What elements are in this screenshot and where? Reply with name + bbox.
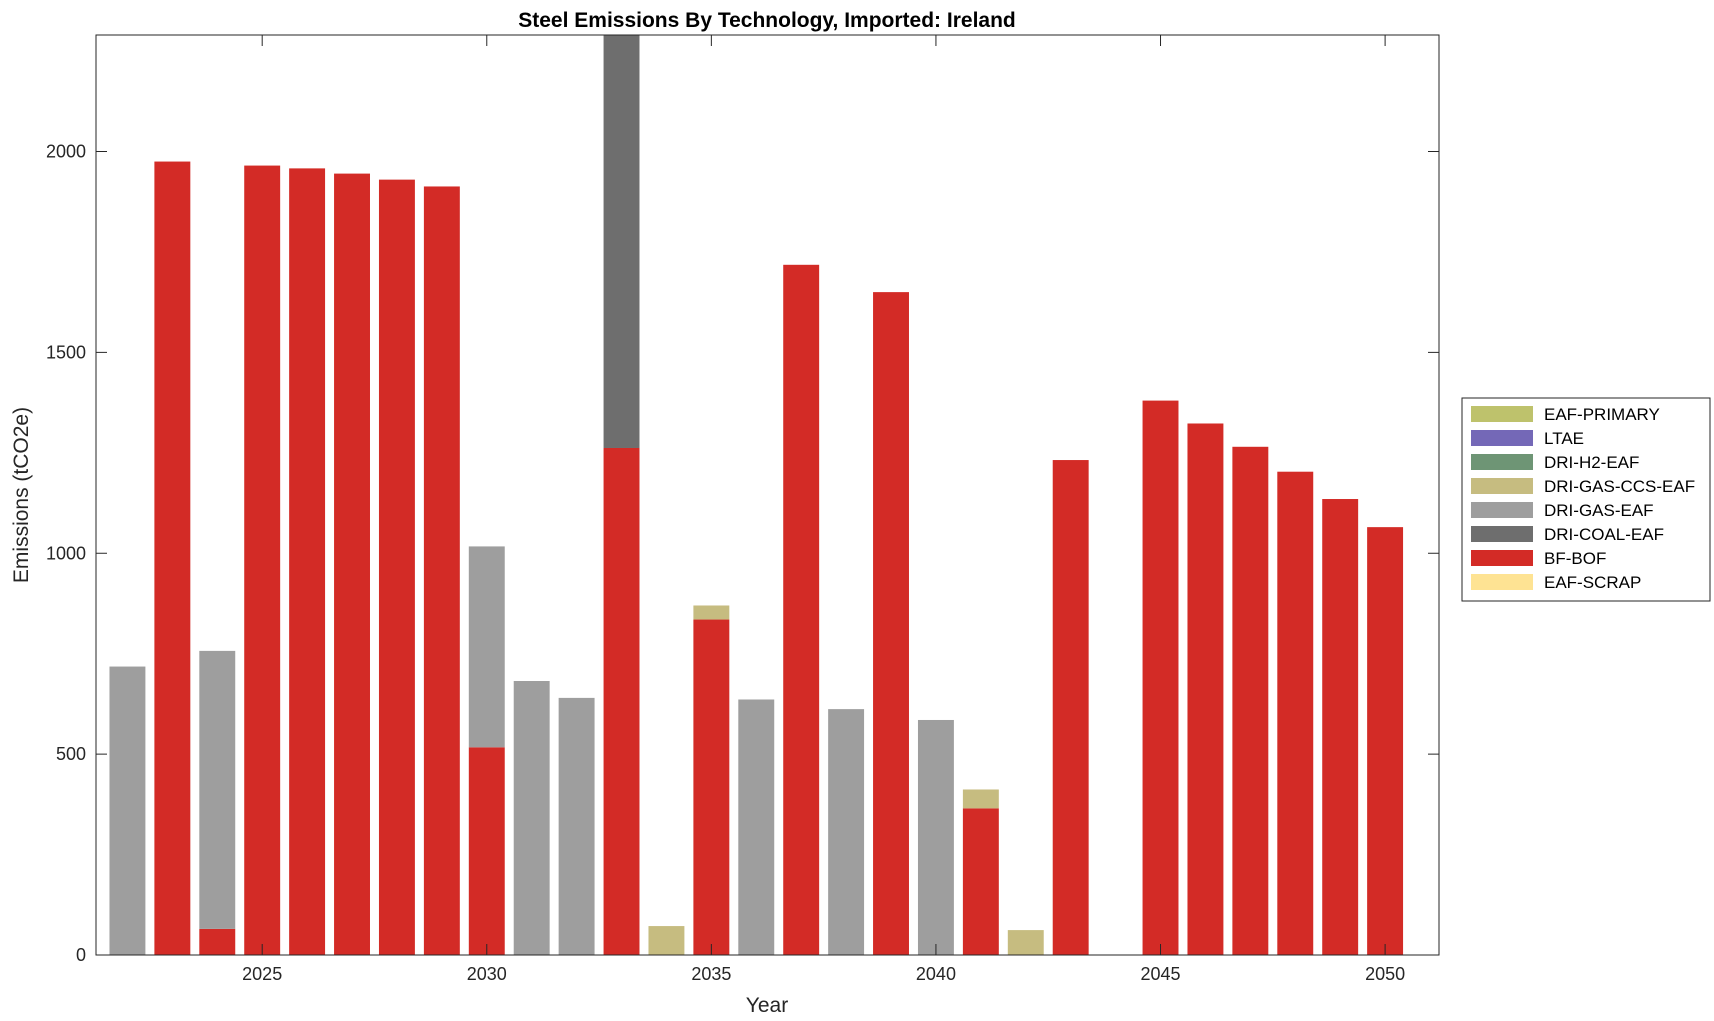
y-axis-title: Emissions (tCO2e) bbox=[10, 407, 33, 583]
x-tick-label: 2050 bbox=[1365, 964, 1405, 984]
bar-bf-bof-2046 bbox=[1187, 423, 1224, 955]
bar-bf-bof-2048 bbox=[1277, 471, 1314, 955]
legend-label-bf-bof: BF-BOF bbox=[1544, 549, 1606, 568]
x-tick-label: 2040 bbox=[916, 964, 956, 984]
bar-bf-bof-2023 bbox=[154, 161, 191, 955]
bar-bf-bof-2024 bbox=[199, 928, 236, 955]
legend-swatch-dri-coal-eaf bbox=[1471, 526, 1533, 542]
axes-layer: 2025 2030 2035 2040 2045 2050 0 500 1000 1500 2000 bbox=[46, 35, 1439, 984]
bar-dri-gas-eaf-2031 bbox=[513, 681, 550, 955]
bar-bf-bof-2043 bbox=[1052, 460, 1089, 955]
legend-label-dri-h2-eaf: DRI-H2-EAF bbox=[1544, 453, 1639, 472]
chart-title: Steel Emissions By Technology, Imported:… bbox=[518, 9, 1016, 32]
bar-dri-gas-eaf-2024 bbox=[199, 650, 236, 929]
bar-bf-bof-2026 bbox=[289, 168, 326, 955]
x-tick-label: 2035 bbox=[691, 964, 731, 984]
bars-layer bbox=[109, 35, 1404, 955]
legend-swatch-dri-gas-eaf bbox=[1471, 502, 1533, 518]
bar-dri-coal-eaf-2033 bbox=[603, 35, 640, 448]
legend-swatch-eaf-scrap bbox=[1471, 574, 1533, 590]
bar-bf-bof-2047 bbox=[1232, 446, 1269, 955]
x-tick-label: 2045 bbox=[1140, 964, 1180, 984]
bar-dri-gas-eaf-2030 bbox=[468, 546, 505, 748]
bar-dri-gas-eaf-2036 bbox=[738, 699, 775, 955]
bar-bf-bof-2041 bbox=[962, 808, 999, 955]
legend-box bbox=[1461, 397, 1711, 602]
bar-bf-bof-2025 bbox=[244, 165, 281, 955]
legend-label-dri-coal-eaf: DRI-COAL-EAF bbox=[1544, 525, 1664, 544]
x-tick-label: 2030 bbox=[467, 964, 507, 984]
plot-box bbox=[95, 34, 1440, 956]
y-tick-label: 1500 bbox=[46, 342, 86, 362]
bar-dri-gas-ccs-eaf-2034 bbox=[648, 926, 685, 955]
bar-bf-bof-2033 bbox=[603, 448, 640, 955]
bar-dri-gas-eaf-2040 bbox=[917, 719, 954, 955]
legend-swatch-dri-gas-ccs-eaf bbox=[1471, 478, 1533, 494]
bar-dri-gas-eaf-2022 bbox=[109, 666, 146, 955]
legend-label-dri-gas-eaf: DRI-GAS-EAF bbox=[1544, 501, 1654, 520]
y-tick-label: 500 bbox=[56, 744, 86, 764]
y-tick-label: 1000 bbox=[46, 543, 86, 563]
bar-dri-gas-ccs-eaf-2041 bbox=[962, 789, 999, 809]
y-tick-label: 0 bbox=[76, 945, 86, 965]
legend-label-dri-gas-ccs-eaf: DRI-GAS-CCS-EAF bbox=[1544, 477, 1695, 496]
bar-bf-bof-2027 bbox=[334, 173, 370, 955]
bar-bf-bof-2039 bbox=[873, 292, 909, 955]
legend-swatch-eaf-primary bbox=[1471, 406, 1533, 422]
legend-label-eaf-scrap: EAF-SCRAP bbox=[1544, 573, 1641, 592]
bar-bf-bof-2050 bbox=[1367, 527, 1404, 955]
bar-bf-bof-2030 bbox=[468, 747, 505, 955]
bar-bf-bof-2028 bbox=[378, 179, 415, 955]
bar-dri-gas-ccs-eaf-2042 bbox=[1007, 930, 1044, 955]
legend-label-ltae: LTAE bbox=[1544, 429, 1584, 448]
bar-dri-gas-eaf-2032 bbox=[558, 697, 595, 955]
x-axis-title: Year bbox=[746, 994, 788, 1017]
legend-label-eaf-primary: EAF-PRIMARY bbox=[1544, 405, 1660, 424]
legend-swatch-bf-bof bbox=[1471, 550, 1533, 566]
y-tick-label: 2000 bbox=[46, 142, 86, 162]
bar-dri-gas-ccs-eaf-2035 bbox=[693, 605, 730, 620]
bar-bf-bof-2029 bbox=[423, 186, 460, 955]
x-tick-label: 2025 bbox=[242, 964, 282, 984]
bar-bf-bof-2049 bbox=[1322, 499, 1359, 955]
legend-swatch-ltae bbox=[1471, 430, 1533, 446]
bar-bf-bof-2035 bbox=[693, 619, 730, 955]
legend-swatch-dri-h2-eaf bbox=[1471, 454, 1533, 470]
bar-bf-bof-2045 bbox=[1142, 400, 1179, 955]
bar-dri-gas-eaf-2038 bbox=[828, 709, 865, 955]
bar-bf-bof-2037 bbox=[783, 264, 820, 955]
legend: EAF-PRIMARY LTAE DRI-H2-EAF DRI-GAS-CCS-EAF… bbox=[1461, 397, 1711, 602]
